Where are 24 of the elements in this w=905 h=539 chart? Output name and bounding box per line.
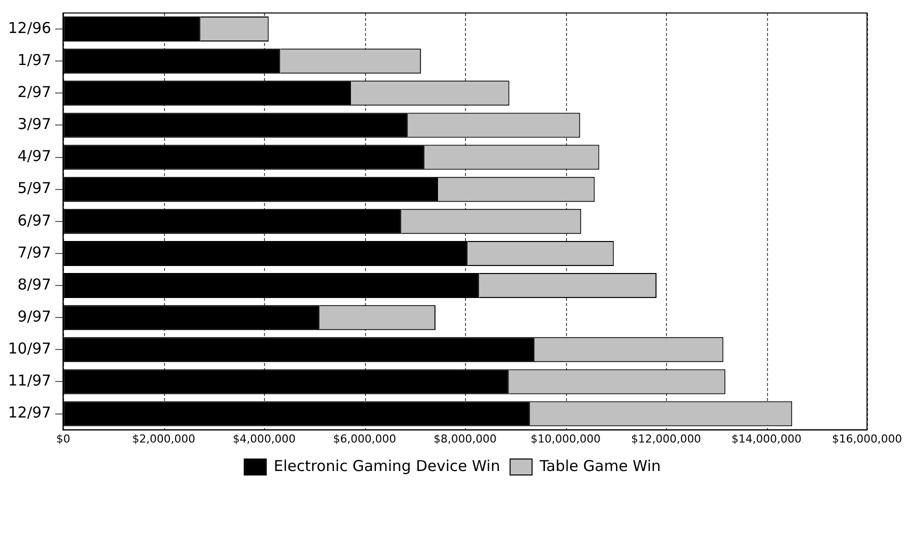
x-tick-label: $4,000,000 bbox=[232, 432, 296, 446]
x-tick-label: $8,000,000 bbox=[434, 432, 497, 446]
y-tick-label: 9/97 bbox=[18, 307, 52, 326]
x-tick-label: $14,000,000 bbox=[732, 432, 802, 446]
y-tick-label: 11/97 bbox=[8, 372, 52, 390]
y-tick-label: 12/96 bbox=[8, 18, 52, 37]
x-tick-label: $12,000,000 bbox=[631, 432, 702, 446]
x-tick-label: $2,000,000 bbox=[132, 432, 196, 446]
y-tick-label: 12/97 bbox=[8, 404, 52, 422]
x-tick-label: $6,000,000 bbox=[333, 432, 396, 446]
y-tick-label: 3/97 bbox=[18, 115, 52, 134]
legend-label: Electronic Gaming Device Win bbox=[274, 456, 500, 475]
y-tick-label: 8/97 bbox=[18, 275, 52, 294]
y-tick-label: 4/97 bbox=[18, 147, 52, 166]
y-tick-label: 7/97 bbox=[18, 243, 52, 262]
x-tick-label: $0 bbox=[56, 432, 70, 446]
y-tick-label: 1/97 bbox=[18, 50, 52, 69]
x-tick-label: $16,000,000 bbox=[832, 432, 902, 446]
legend-label: Table Game Win bbox=[538, 456, 661, 475]
x-tick-label: $10,000,000 bbox=[530, 432, 601, 446]
y-tick-label: 6/97 bbox=[18, 211, 52, 230]
y-tick-label: 10/97 bbox=[8, 340, 52, 358]
y-tick-label: 2/97 bbox=[18, 83, 52, 102]
y-tick-label: 5/97 bbox=[18, 179, 52, 198]
